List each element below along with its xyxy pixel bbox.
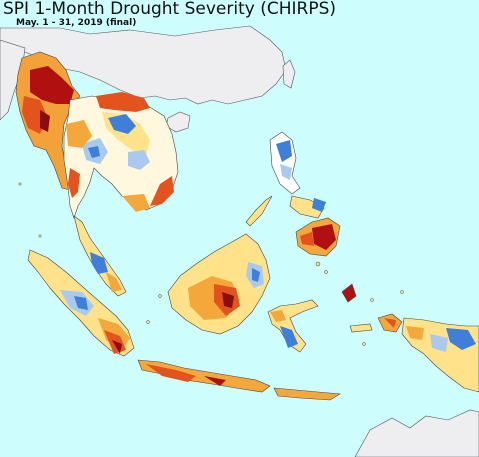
australia-land: [354, 409, 479, 457]
mindanao-extreme: [312, 224, 336, 250]
palawan-island: [245, 195, 273, 227]
new-guinea-moderate: [406, 326, 424, 340]
sulawesi-moderate: [270, 310, 286, 322]
small-islands: [18, 182, 404, 346]
cambodia-wet: [128, 150, 150, 170]
lesser-sunda-islands: [273, 387, 341, 401]
new-guinea-very-wet: [446, 328, 476, 350]
malay-dry: [106, 272, 122, 292]
malay-wet: [90, 252, 108, 274]
india-land: [0, 39, 26, 121]
thailand-severe: [68, 168, 80, 198]
china-land: [0, 25, 287, 105]
maluku-halmahera: [341, 283, 357, 303]
visayas-islands: [289, 195, 325, 219]
myanmar-extreme-2: [40, 110, 50, 132]
sumatra-south-extreme: [112, 340, 122, 354]
thailand-dry: [66, 120, 92, 148]
luzon-very-wet: [276, 140, 292, 162]
taiwan-island: [282, 59, 296, 89]
malay-peninsula: [73, 215, 127, 297]
java-severe: [146, 364, 196, 382]
vietnam-south-dry: [122, 194, 150, 212]
northern-vietnam-severe: [96, 92, 150, 112]
new-guinea-wet: [430, 334, 448, 352]
seram-island: [349, 323, 373, 333]
visayas-wet: [312, 198, 326, 212]
java-extreme: [204, 376, 226, 386]
laos-wet: [108, 114, 136, 134]
mindanao-severe: [300, 232, 314, 246]
myanmar-extreme: [30, 66, 74, 104]
maluku-severe: [384, 318, 396, 328]
vietnam-coast-severe: [150, 176, 174, 206]
borneo-east-very-wet: [252, 268, 260, 282]
borneo-extreme: [222, 292, 234, 308]
map-title: SPI 1-Month Drought Severity (CHIRPS): [3, 0, 336, 19]
map-subtitle: May. 1 - 31, 2019 (final): [16, 18, 136, 28]
luzon-wet: [280, 164, 292, 180]
sulawesi-wet: [280, 326, 298, 348]
thailand-very-wet: [88, 146, 100, 158]
sumatra-very-wet: [74, 296, 88, 310]
